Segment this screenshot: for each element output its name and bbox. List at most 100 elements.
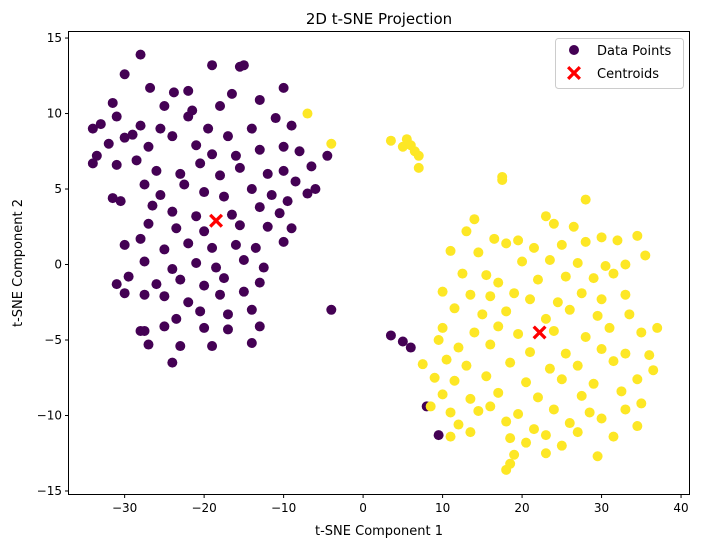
data-point bbox=[112, 160, 122, 170]
data-point bbox=[140, 326, 150, 336]
data-point bbox=[545, 255, 555, 265]
data-point bbox=[183, 86, 193, 96]
data-point bbox=[116, 196, 126, 206]
y-tick-label: 10 bbox=[47, 107, 62, 121]
data-point bbox=[171, 223, 181, 233]
data-point bbox=[267, 190, 277, 200]
data-point bbox=[183, 238, 193, 248]
data-point bbox=[140, 179, 150, 189]
data-point bbox=[597, 344, 607, 354]
data-point bbox=[155, 124, 165, 134]
x-tick-label: 0 bbox=[359, 501, 367, 515]
x-tick-label: 20 bbox=[514, 501, 529, 515]
data-point bbox=[151, 166, 161, 176]
data-point bbox=[481, 270, 491, 280]
data-point bbox=[302, 109, 312, 119]
data-point bbox=[509, 288, 519, 298]
data-point bbox=[251, 243, 261, 253]
data-point bbox=[124, 272, 134, 282]
data-point bbox=[279, 142, 289, 152]
data-point bbox=[147, 201, 157, 211]
data-point bbox=[549, 326, 559, 336]
data-point bbox=[195, 306, 205, 316]
data-point bbox=[593, 311, 603, 321]
data-point bbox=[469, 327, 479, 337]
data-point bbox=[581, 195, 591, 205]
data-point bbox=[521, 377, 531, 387]
data-point bbox=[255, 95, 265, 105]
data-point bbox=[235, 220, 245, 230]
data-point bbox=[589, 379, 599, 389]
data-point bbox=[179, 179, 189, 189]
data-point bbox=[501, 306, 511, 316]
data-point bbox=[287, 121, 297, 131]
data-point bbox=[493, 388, 503, 398]
data-point bbox=[573, 427, 583, 437]
data-point bbox=[632, 421, 642, 431]
data-point bbox=[247, 124, 257, 134]
data-point bbox=[167, 207, 177, 217]
data-point bbox=[632, 374, 642, 384]
data-point bbox=[231, 240, 241, 250]
data-point bbox=[644, 350, 654, 360]
data-point bbox=[473, 247, 483, 257]
data-point bbox=[581, 237, 591, 247]
data-point bbox=[199, 281, 209, 291]
data-point bbox=[434, 430, 444, 440]
data-point bbox=[88, 158, 98, 168]
data-point bbox=[155, 190, 165, 200]
data-point bbox=[509, 450, 519, 460]
data-point bbox=[227, 210, 237, 220]
data-point bbox=[199, 323, 209, 333]
data-point bbox=[259, 263, 269, 273]
data-point bbox=[517, 256, 527, 266]
y-tick-label: −10 bbox=[37, 408, 62, 422]
data-point bbox=[624, 309, 634, 319]
y-tick-label: −15 bbox=[37, 484, 62, 498]
data-point bbox=[175, 169, 185, 179]
data-point bbox=[541, 430, 551, 440]
data-point bbox=[485, 401, 495, 411]
data-point bbox=[231, 151, 241, 161]
data-point bbox=[481, 371, 491, 381]
data-point bbox=[505, 459, 515, 469]
data-point bbox=[577, 391, 587, 401]
data-point bbox=[636, 398, 646, 408]
data-point bbox=[608, 432, 618, 442]
data-point bbox=[597, 294, 607, 304]
data-point bbox=[438, 323, 448, 333]
data-point bbox=[608, 356, 618, 366]
data-point bbox=[585, 407, 595, 417]
data-point bbox=[239, 287, 249, 297]
y-tick-label: 15 bbox=[47, 31, 62, 45]
data-point bbox=[326, 139, 336, 149]
data-point bbox=[640, 250, 650, 260]
data-point bbox=[207, 341, 217, 351]
data-point bbox=[438, 287, 448, 297]
data-point bbox=[263, 222, 273, 232]
data-point bbox=[159, 244, 169, 254]
data-point bbox=[652, 323, 662, 333]
data-point bbox=[143, 142, 153, 152]
data-point bbox=[199, 226, 209, 236]
data-point bbox=[620, 404, 630, 414]
data-point bbox=[529, 243, 539, 253]
data-point bbox=[398, 337, 408, 347]
x-axis-label: t-SNE Component 1 bbox=[315, 524, 443, 539]
data-point bbox=[322, 151, 332, 161]
data-point bbox=[215, 170, 225, 180]
data-point bbox=[108, 98, 118, 108]
data-point bbox=[207, 60, 217, 70]
data-point bbox=[120, 288, 130, 298]
data-point bbox=[191, 258, 201, 268]
data-point bbox=[553, 297, 563, 307]
data-point bbox=[450, 303, 460, 313]
data-point bbox=[255, 202, 265, 212]
data-point bbox=[565, 418, 575, 428]
data-point bbox=[275, 208, 285, 218]
data-point bbox=[525, 294, 535, 304]
data-point bbox=[601, 261, 611, 271]
data-point bbox=[219, 273, 229, 283]
data-point bbox=[442, 355, 452, 365]
